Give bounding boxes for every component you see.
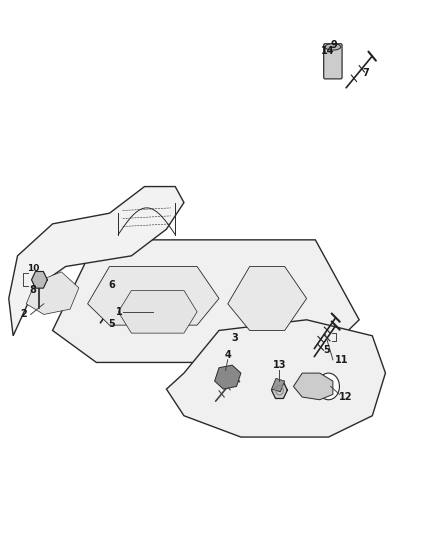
Polygon shape — [272, 378, 285, 392]
Text: 1: 1 — [116, 307, 123, 317]
Polygon shape — [166, 320, 385, 437]
Polygon shape — [32, 271, 47, 288]
Text: 2: 2 — [21, 310, 28, 319]
Text: 11: 11 — [335, 355, 348, 365]
Polygon shape — [293, 373, 333, 400]
Text: 13: 13 — [273, 360, 286, 370]
Text: 7: 7 — [362, 68, 369, 78]
Polygon shape — [88, 266, 219, 325]
Polygon shape — [272, 382, 287, 399]
Text: 6: 6 — [108, 280, 115, 290]
Polygon shape — [228, 266, 307, 330]
Text: 5: 5 — [323, 345, 330, 355]
Text: 9: 9 — [330, 41, 337, 50]
Text: 5: 5 — [108, 319, 115, 328]
Polygon shape — [53, 240, 359, 362]
Text: 14: 14 — [321, 46, 334, 55]
Text: 4: 4 — [224, 350, 231, 360]
Polygon shape — [26, 272, 79, 314]
Text: 10: 10 — [27, 264, 39, 272]
Ellipse shape — [325, 44, 341, 50]
Polygon shape — [9, 187, 184, 336]
Text: 3: 3 — [231, 334, 238, 343]
Polygon shape — [118, 290, 197, 333]
Polygon shape — [215, 365, 241, 389]
Circle shape — [318, 373, 339, 400]
FancyBboxPatch shape — [324, 44, 342, 79]
Text: 8: 8 — [29, 286, 36, 295]
Text: 12: 12 — [339, 392, 353, 402]
